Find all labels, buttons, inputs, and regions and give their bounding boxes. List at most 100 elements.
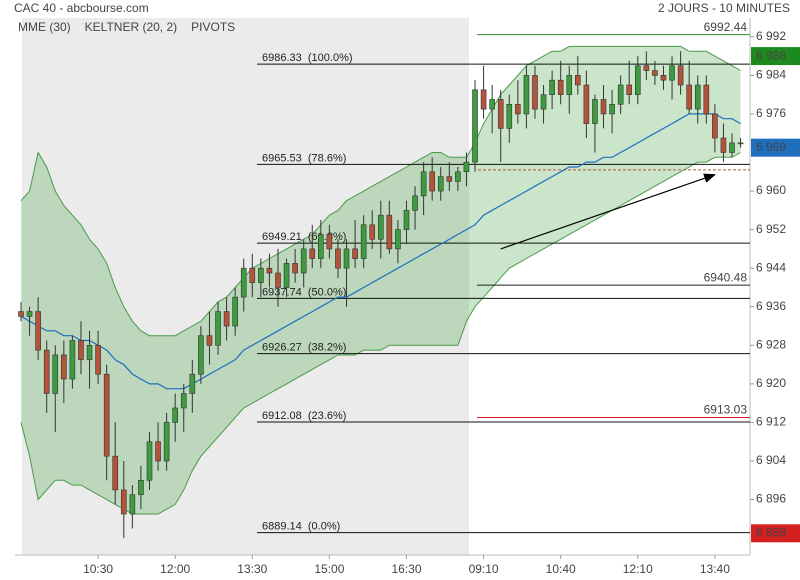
price-tag-label: 6 889 bbox=[756, 525, 786, 539]
candle-body bbox=[360, 224, 367, 259]
candle-body bbox=[120, 489, 127, 515]
level-label: 6992.44 bbox=[704, 20, 748, 34]
y-tick-label: 6 912 bbox=[756, 415, 786, 429]
price-tag bbox=[751, 524, 800, 543]
candle-body bbox=[532, 75, 538, 110]
fib-label: 6937.74 (50.0%) bbox=[262, 286, 346, 298]
candle-body bbox=[352, 248, 358, 259]
candle-body bbox=[61, 354, 67, 380]
candle-body bbox=[626, 84, 633, 95]
x-tick-label: 12:10 bbox=[623, 562, 653, 576]
candle-body bbox=[660, 75, 667, 81]
x-tick-label: 12:00 bbox=[160, 562, 190, 576]
candle-body bbox=[249, 267, 256, 283]
price-tag-label: 6 988 bbox=[756, 48, 786, 62]
price-tag-label: 6 969 bbox=[756, 140, 786, 154]
candle-body bbox=[737, 142, 744, 145]
candle-body bbox=[292, 263, 298, 274]
candle-body bbox=[343, 248, 350, 269]
candle-body bbox=[206, 335, 213, 346]
candle-body bbox=[677, 65, 684, 86]
candle-body bbox=[523, 75, 530, 115]
x-tick-label: 10:30 bbox=[83, 562, 113, 576]
candle-body bbox=[600, 99, 607, 115]
candle-body bbox=[112, 455, 119, 491]
candle-body bbox=[549, 79, 555, 95]
candle-body bbox=[446, 176, 453, 182]
candle-body bbox=[309, 248, 316, 259]
x-tick-label: 10:40 bbox=[546, 562, 576, 576]
trend-arrow bbox=[500, 173, 717, 250]
candle-body bbox=[703, 84, 710, 115]
candle-body bbox=[95, 345, 101, 375]
legend-entry: KELTNER (20, 2) bbox=[85, 20, 177, 34]
x-tick-label: 13:30 bbox=[237, 562, 267, 576]
candle-body bbox=[634, 65, 641, 95]
candle-body bbox=[232, 296, 238, 327]
fib-label: 6926.27 (38.2%) bbox=[262, 342, 346, 354]
legend-entry: MME (30) bbox=[18, 20, 71, 34]
y-tick-label: 6 960 bbox=[756, 183, 786, 197]
candle-body bbox=[592, 99, 598, 124]
candle-body bbox=[300, 248, 307, 274]
keltner-lower bbox=[20, 152, 741, 515]
candle-body bbox=[566, 75, 573, 95]
candle-body bbox=[497, 99, 504, 129]
candle-body bbox=[138, 479, 144, 496]
x-tick-label: 09:10 bbox=[469, 562, 499, 576]
candle-body bbox=[386, 214, 393, 250]
candle-body bbox=[318, 234, 324, 259]
candle-body bbox=[575, 75, 581, 86]
candle-body bbox=[189, 373, 196, 394]
fib-label: 6889.14 (0.0%) bbox=[262, 521, 340, 533]
y-tick-label: 6 984 bbox=[756, 68, 786, 82]
candle-body bbox=[557, 79, 564, 95]
candle-body bbox=[43, 349, 50, 394]
candle-body bbox=[377, 214, 384, 240]
legend-entry: PIVOTS bbox=[191, 20, 235, 34]
level-label: 6913.03 bbox=[704, 403, 748, 417]
candle-body bbox=[283, 263, 290, 288]
candle-body bbox=[489, 99, 495, 110]
candle-body bbox=[266, 267, 273, 274]
chart-subtitle: 2 JOURS - 10 MINUTES bbox=[658, 1, 790, 15]
candle-body bbox=[515, 103, 521, 115]
candle-body bbox=[35, 311, 41, 351]
candle-body bbox=[729, 142, 735, 153]
candle-body bbox=[437, 176, 444, 192]
candle-body bbox=[223, 311, 230, 327]
candle-body bbox=[720, 137, 727, 153]
candle-body bbox=[69, 340, 76, 380]
candle-body bbox=[643, 65, 650, 71]
price-tag bbox=[751, 138, 800, 157]
candle-body bbox=[275, 272, 281, 288]
candle-body bbox=[403, 210, 410, 230]
x-tick-label: 15:00 bbox=[314, 562, 344, 576]
candle-body bbox=[540, 94, 547, 110]
candle-body bbox=[694, 84, 701, 110]
x-tick-label: 16:30 bbox=[391, 562, 421, 576]
candle-body bbox=[163, 422, 170, 462]
candle-body bbox=[412, 195, 418, 211]
candle-body bbox=[18, 311, 24, 317]
keltner-fill bbox=[21, 46, 741, 515]
candle-body bbox=[369, 224, 376, 240]
candle-body bbox=[686, 84, 692, 110]
y-tick-label: 6 952 bbox=[756, 222, 786, 236]
candle-body bbox=[146, 441, 153, 481]
y-tick-label: 6 976 bbox=[756, 106, 786, 120]
fib-label: 6949.21 (61.8%) bbox=[262, 231, 346, 243]
candle-body bbox=[86, 345, 93, 361]
candle-body bbox=[103, 373, 110, 457]
candle-body bbox=[335, 248, 341, 269]
candle-body bbox=[712, 113, 718, 139]
candle-body bbox=[52, 354, 59, 394]
fib-label: 6986.33 (100.0%) bbox=[262, 52, 353, 64]
candle-body bbox=[609, 103, 615, 115]
candle-body bbox=[472, 89, 478, 163]
candle-body bbox=[652, 70, 658, 76]
y-tick-label: 6 904 bbox=[756, 453, 786, 467]
y-tick-label: 6 992 bbox=[756, 29, 786, 43]
candle-body bbox=[463, 161, 470, 173]
